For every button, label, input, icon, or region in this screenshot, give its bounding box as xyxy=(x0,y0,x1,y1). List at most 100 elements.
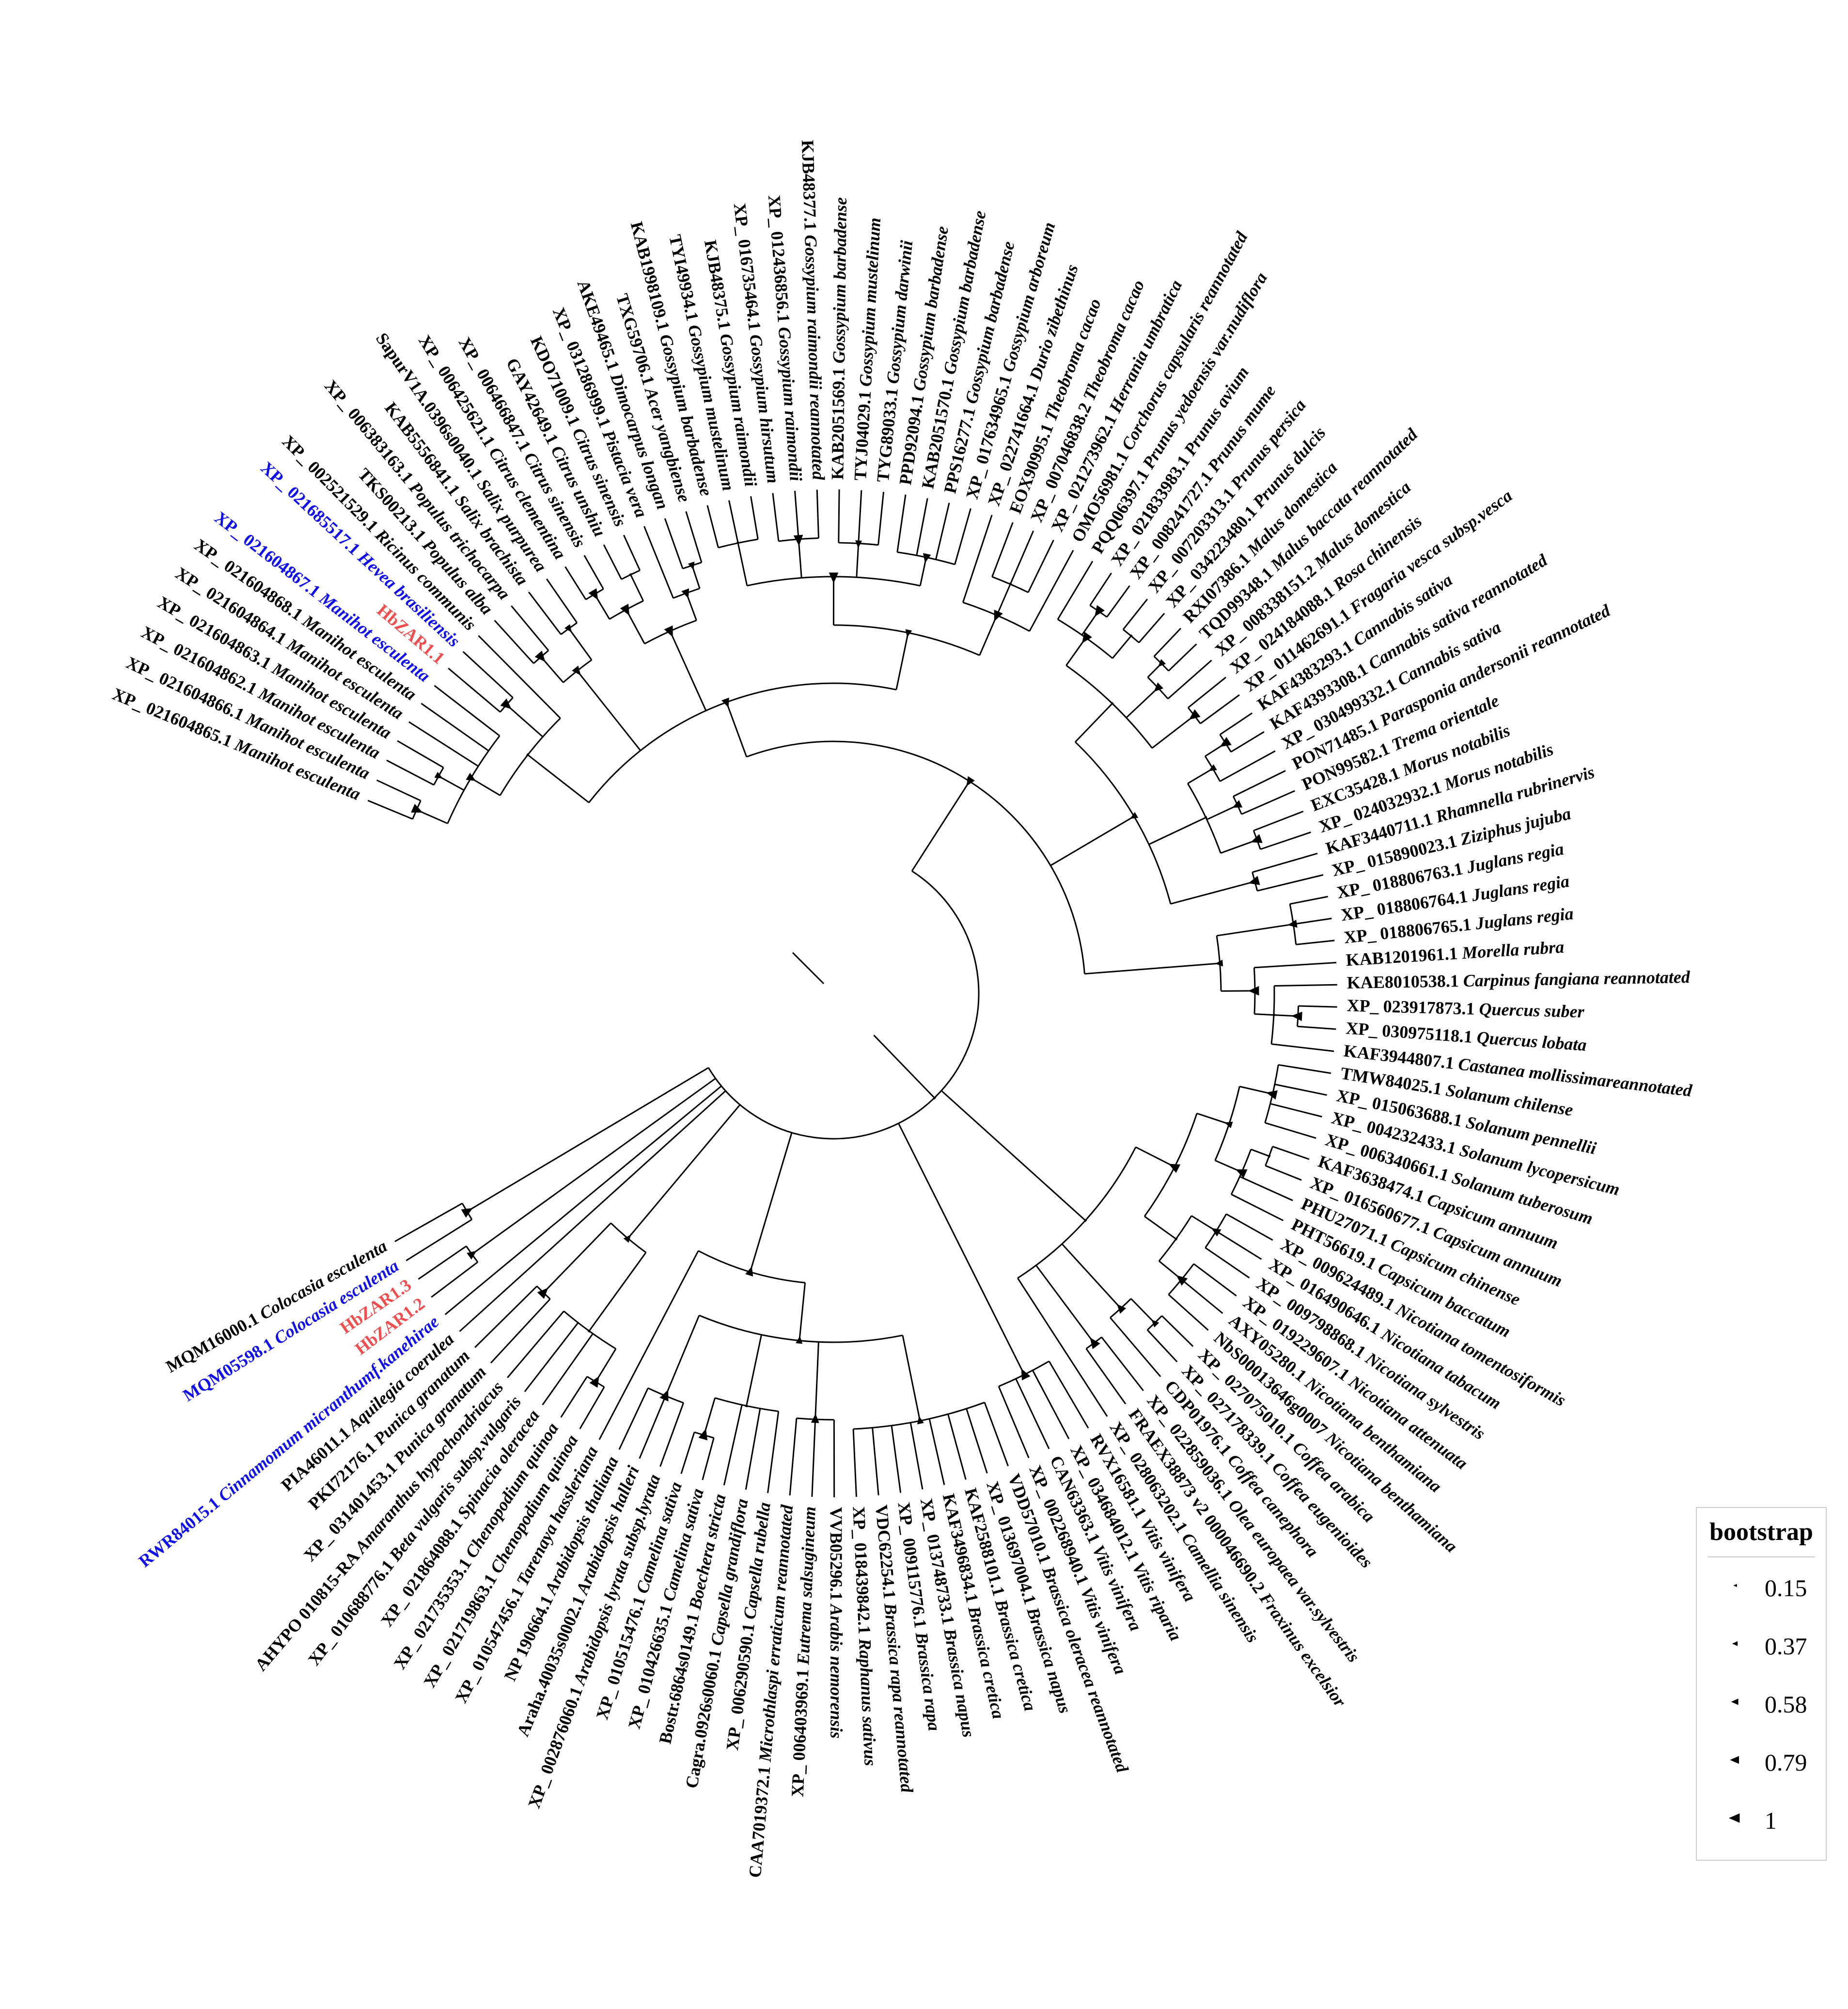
bootstrap-legend: bootstrap 0.15 0.37 0.58 0.79 1 xyxy=(1696,1507,1827,1861)
bootstrap-marker xyxy=(1176,1275,1188,1286)
leaf-branch xyxy=(1106,585,1130,618)
leaf-branch xyxy=(598,1250,699,1440)
bootstrap-marker xyxy=(1204,816,1207,818)
leaf-branch xyxy=(1260,832,1311,850)
bootstrap-marker xyxy=(1224,1121,1233,1129)
internal-branch xyxy=(506,704,544,738)
leaf-branch xyxy=(811,1419,816,1497)
legend-marker xyxy=(1729,1813,1740,1823)
internal-branch xyxy=(627,1104,741,1239)
internal-branch xyxy=(799,1283,806,1341)
leaf-branch xyxy=(1048,1361,1089,1428)
leaf-branch xyxy=(643,526,674,598)
leaf-label: VVB05296.1 Arabis nemorensis xyxy=(826,1507,846,1739)
leaf-species: Raphanus sativus xyxy=(855,1634,880,1767)
bootstrap-marker-icon xyxy=(1730,1756,1739,1764)
leaf-branch xyxy=(1009,530,1034,585)
legend-value: 0.79 xyxy=(1765,1749,1807,1776)
leaf-label: KAE8010538.1 Carpinus fangiana reannotat… xyxy=(1347,967,1691,992)
bootstrap-marker xyxy=(933,1096,937,1100)
legend-marker xyxy=(1732,1641,1738,1646)
bootstrap-marker xyxy=(681,588,689,599)
clade-arc xyxy=(746,740,1085,974)
leaf-branch xyxy=(745,1408,761,1490)
bootstrap-marker xyxy=(1232,800,1243,808)
internal-branch xyxy=(1148,816,1206,845)
leaf-branch xyxy=(896,494,907,552)
leaf-label: MQM16000.1 Colocasia esculenta xyxy=(163,1236,391,1376)
bootstrap-marker xyxy=(461,1208,473,1218)
leaf-accession: KJB48377.1 xyxy=(798,140,820,231)
bootstrap-marker xyxy=(526,753,530,756)
leaf-species: Quercus lobata xyxy=(1472,1027,1587,1055)
bootstrap-marker xyxy=(698,1428,708,1441)
leaf-branch xyxy=(1205,1247,1250,1279)
leaf-branch xyxy=(1110,1317,1161,1377)
bootstrap-marker xyxy=(745,1404,748,1408)
bootstrap-marker xyxy=(917,1416,924,1425)
leaf-accession: TYI49934.1 xyxy=(665,233,703,323)
bootstrap-marker xyxy=(1009,582,1012,586)
leaf-branch xyxy=(1233,770,1286,797)
internal-branch xyxy=(737,543,748,586)
leaf-branch xyxy=(1015,1378,1050,1449)
internal-branch xyxy=(568,628,593,660)
legend-item: 0.58 xyxy=(1716,1687,1818,1718)
legend-item: 0.15 xyxy=(1716,1571,1818,1601)
leaf-accession: XP_ 012436856.1 xyxy=(764,194,793,323)
leaf-branch xyxy=(1168,643,1197,672)
internal-branch xyxy=(665,1315,700,1397)
leaf-branch xyxy=(789,1418,798,1496)
leaf-branch xyxy=(928,1418,945,1485)
bootstrap-marker xyxy=(1211,1228,1222,1237)
leaf-species: Juglans regia xyxy=(1466,871,1571,906)
leaf-branch xyxy=(1265,1165,1302,1181)
bootstrap-marker xyxy=(966,776,975,786)
bootstrap-marker xyxy=(588,588,598,600)
internal-branch xyxy=(669,630,707,711)
leaf-branch xyxy=(1161,1315,1194,1347)
leaf-branch xyxy=(564,566,587,600)
bootstrap-marker xyxy=(1174,1238,1178,1241)
bootstrap-marker xyxy=(1266,1090,1278,1100)
bootstrap-marker-icon xyxy=(1729,1813,1740,1823)
leaf-branch xyxy=(954,508,971,565)
bootstrap-marker xyxy=(1287,919,1298,928)
leaf-branch xyxy=(507,1310,564,1379)
leaf-branch xyxy=(935,502,950,560)
bootstrap-marker xyxy=(628,573,632,577)
leaf-branch xyxy=(991,522,1014,577)
leaf-branch xyxy=(1220,750,1276,782)
bootstrap-marker xyxy=(1168,1163,1181,1173)
leaf-branch xyxy=(858,490,862,544)
leaf-branch xyxy=(1296,940,1335,945)
leaf-accession: XP_ 030975118.1 xyxy=(1345,1019,1473,1047)
leaf-branch xyxy=(583,555,604,590)
bootstrap-marker-icon xyxy=(1732,1641,1738,1646)
leaf-accession: XP_ 023917873.1 xyxy=(1347,996,1475,1019)
leaf-branch xyxy=(1231,1193,1284,1222)
leaf-branch xyxy=(1017,1277,1108,1417)
leaf-branch xyxy=(680,1432,695,1474)
bootstrap-marker xyxy=(1215,959,1223,967)
legend-item: 0.79 xyxy=(1716,1745,1818,1776)
leaf-species: Morella rubra xyxy=(1457,937,1565,963)
leaf-branch xyxy=(367,800,413,820)
legend-divider xyxy=(1707,1556,1815,1557)
legend-marker xyxy=(1733,1584,1737,1587)
bootstrap-marker xyxy=(1081,631,1092,644)
leaf-branch xyxy=(1253,810,1304,832)
bootstrap-marker xyxy=(1208,764,1217,771)
leaf-branch xyxy=(560,1376,588,1418)
legend-value: 0.58 xyxy=(1765,1691,1807,1718)
bootstrap-marker xyxy=(620,604,630,616)
leaf-branch xyxy=(685,511,703,563)
leaf-branch xyxy=(706,505,719,548)
bootstrap-marker xyxy=(923,553,931,563)
internal-branch xyxy=(1135,1146,1175,1168)
bootstrap-marker xyxy=(1111,702,1114,705)
legend-value: 0.15 xyxy=(1765,1574,1807,1601)
internal-branch xyxy=(1187,768,1213,785)
leaf-branch xyxy=(618,1388,649,1450)
leaf-branch xyxy=(448,667,501,713)
